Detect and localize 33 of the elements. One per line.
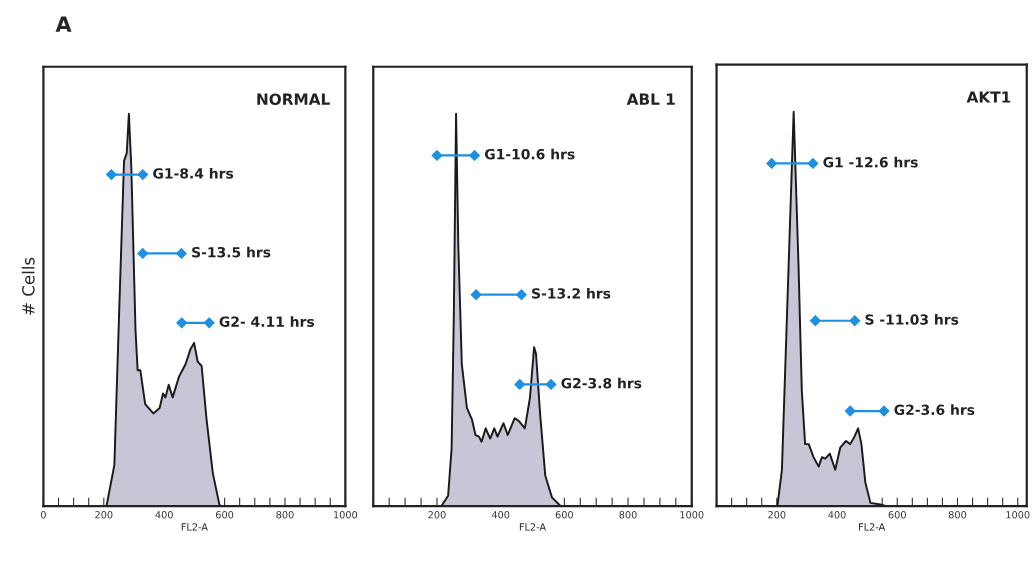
x-tick-label: 200 xyxy=(95,511,113,519)
x-tick-label: 600 xyxy=(888,511,906,519)
x-tick-label: 600 xyxy=(215,511,234,519)
series-label: G1-8.4 hrs xyxy=(153,167,234,179)
series-label: G2-3.6 hrs xyxy=(894,404,975,416)
x-tick-label: 800 xyxy=(948,511,967,519)
x-tick-label: 400 xyxy=(491,511,510,519)
series-label: S-13.5 hrs xyxy=(192,246,271,258)
x-tick-label: 1000 xyxy=(334,511,358,519)
series-label: G1 -12.6 hrs xyxy=(823,156,918,168)
series-label: S-13.2 hrs xyxy=(532,287,611,299)
series-label: G2- 4.11 hrs xyxy=(219,316,315,327)
x-tick-label: 800 xyxy=(619,511,637,519)
x-tick-label: 400 xyxy=(828,511,846,519)
text: NORMAL xyxy=(257,93,330,105)
text: ABL 1 xyxy=(626,93,675,105)
x-tick-label: 1000 xyxy=(1006,511,1030,519)
x-axis-title: FL2-A xyxy=(859,523,886,531)
chart-title: A xyxy=(55,16,72,32)
x-tick-label: 1000 xyxy=(680,511,704,519)
x-tick-label: 0 xyxy=(40,511,46,519)
x-tick-label: 600 xyxy=(555,511,573,519)
x-tick-label: 800 xyxy=(276,511,294,519)
x-axis-title: FL2-A xyxy=(181,523,208,531)
x-tick-label: 200 xyxy=(428,511,446,519)
series-label: S -11.03 hrs xyxy=(865,314,959,325)
series-label: G2-3.8 hrs xyxy=(561,377,642,389)
y-axis-title: # Cells xyxy=(21,257,35,315)
series-label: G1-10.6 hrs xyxy=(484,148,575,160)
x-tick-label: 200 xyxy=(768,511,786,519)
text: AKT1 xyxy=(966,91,1011,103)
x-tick-label: 400 xyxy=(155,511,173,519)
x-axis-title: FL2-A xyxy=(519,523,546,531)
